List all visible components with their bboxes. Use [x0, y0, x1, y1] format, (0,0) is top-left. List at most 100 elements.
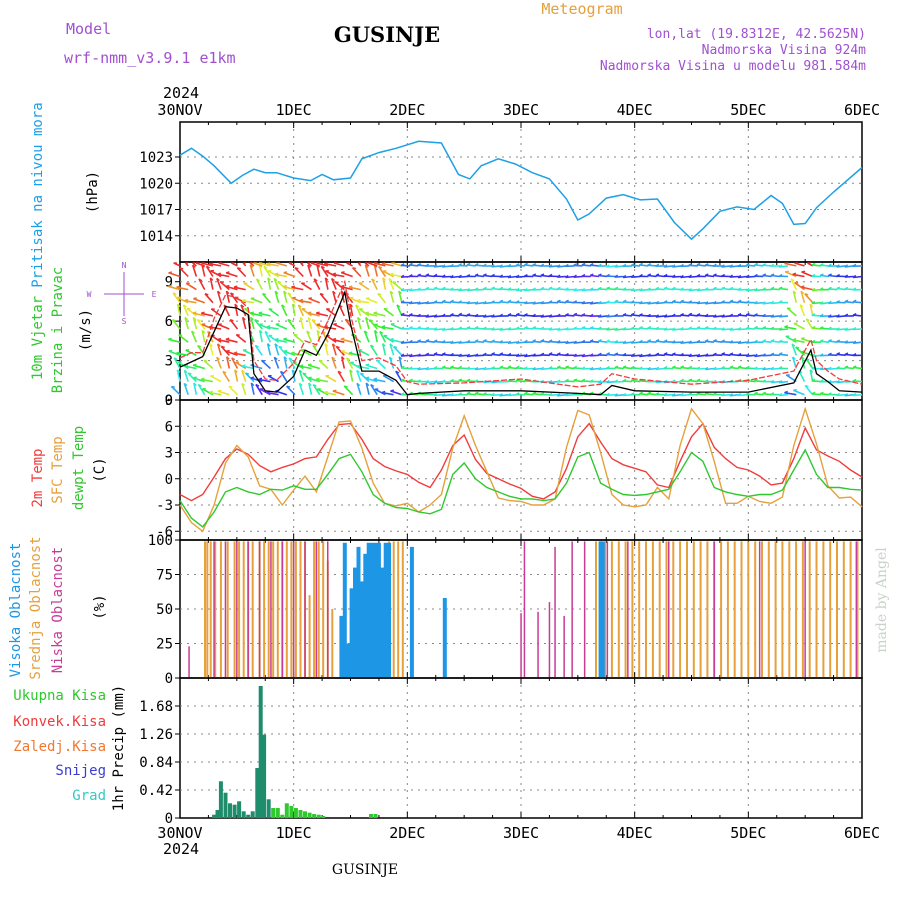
wind-barb-head — [795, 346, 800, 349]
wind-barb-head — [548, 392, 553, 396]
wind-barb — [254, 344, 263, 356]
wind-barb-head — [696, 353, 701, 357]
wind-barb — [401, 314, 411, 317]
wind-barb — [170, 385, 181, 396]
wind-barb — [565, 328, 575, 331]
compass-east: E — [152, 290, 157, 299]
wind-barb-head — [299, 316, 304, 321]
wind-barb-head — [671, 264, 676, 268]
wind-barb-head — [809, 303, 814, 308]
wind-barb-head — [737, 365, 742, 369]
wind-barb-head — [811, 366, 816, 370]
wind-barb — [844, 265, 854, 268]
wind-barb — [258, 323, 271, 330]
wind-barb — [852, 380, 863, 383]
y-tick-label: 1014 — [139, 229, 173, 245]
precip-bar — [312, 814, 317, 818]
wind-barb — [606, 393, 616, 397]
low-cloud-bar — [315, 541, 318, 678]
wind-barb — [193, 297, 205, 304]
wind-barb-head — [792, 356, 796, 360]
wind-barb — [729, 300, 739, 304]
wind-barb-head — [655, 300, 660, 304]
wind-barb — [356, 370, 362, 382]
wind-barb-head — [737, 263, 742, 267]
y-tick-label: 0 — [165, 393, 173, 409]
wind-barb-head — [606, 286, 611, 290]
wind-barb — [565, 314, 575, 317]
wind-barb-head — [507, 392, 512, 397]
wind-barb-head — [324, 262, 328, 265]
wind-barb — [793, 389, 805, 396]
mid-cloud-bar — [397, 541, 400, 678]
wind-barb-head — [184, 316, 189, 321]
wind-barb-head — [540, 326, 545, 330]
wind-barb-head — [606, 273, 610, 277]
wind-barb — [688, 354, 698, 357]
wind-barb-head — [770, 339, 775, 342]
low-cloud-bar — [804, 541, 806, 678]
wind-barb — [770, 301, 780, 305]
wind-barb-head — [381, 262, 386, 265]
wind-barb-head — [209, 277, 214, 281]
wind-barb-head — [778, 392, 783, 396]
wind-barb-head — [819, 326, 824, 329]
wind-barb — [721, 315, 731, 318]
wind-barb-head — [206, 265, 210, 269]
wind-barb — [335, 345, 345, 356]
hail-label: Grad — [72, 788, 106, 804]
wind-barb — [799, 304, 806, 317]
wind-barb-head — [198, 278, 203, 282]
wind-barb-head — [254, 319, 259, 322]
wind-barb — [800, 337, 813, 343]
wind-barb — [466, 264, 476, 267]
top-time-label: 1DEC — [276, 101, 312, 119]
y-tick-label: 1.68 — [139, 699, 173, 715]
wind-barb-head — [844, 365, 849, 369]
wind-barb-head — [499, 340, 503, 344]
wind-barb — [373, 323, 386, 330]
wind-barb-head — [409, 262, 413, 266]
wind-barb-head — [400, 365, 405, 369]
wind-barb-head — [630, 312, 635, 316]
model-elevation-text: Nadmorska Visina u modelu 981.584m — [600, 59, 866, 74]
wind-barb-head — [548, 379, 553, 384]
wind-barb — [655, 340, 665, 343]
wind-barb-head — [729, 393, 734, 397]
wind-barb-head — [614, 379, 618, 383]
wind-barb-head — [491, 352, 495, 355]
wind-barb — [307, 377, 320, 383]
wind-barb-head — [712, 300, 717, 304]
wind-barb — [639, 393, 649, 396]
wind-barb-head — [630, 287, 635, 292]
wind-barb-head — [581, 366, 586, 370]
wind-barb — [770, 274, 780, 278]
mid-cloud-bar — [238, 541, 241, 678]
wind-barb-head — [532, 391, 537, 395]
wind-barb — [340, 271, 353, 278]
wind-barb-head — [176, 369, 181, 373]
wind-barb — [516, 341, 526, 344]
wind-barb — [332, 290, 337, 303]
wind-barb — [540, 315, 550, 318]
wind-barb-head — [294, 267, 299, 270]
wind-barb — [680, 314, 690, 317]
wind-barb-head — [217, 337, 222, 341]
wind-barb-head — [655, 263, 660, 267]
low-cloud-bar — [281, 541, 284, 678]
wind-barb — [168, 350, 181, 357]
wind-barb — [507, 366, 517, 370]
top-time-label: 6DEC — [844, 101, 880, 119]
wind-barb — [378, 266, 387, 277]
wind-barb — [713, 274, 723, 278]
wind-barb-head — [548, 300, 553, 304]
wind-barb-head — [233, 351, 238, 354]
mid-cloud-bar — [272, 541, 275, 678]
wind-barb-head — [507, 365, 512, 369]
wind-barb — [301, 308, 312, 317]
wind-compass: N W E S — [87, 261, 157, 326]
wind-barb-head — [647, 353, 651, 357]
precip-bar — [262, 734, 267, 818]
wind-barb-head — [589, 391, 594, 395]
wind-barb — [442, 353, 452, 357]
